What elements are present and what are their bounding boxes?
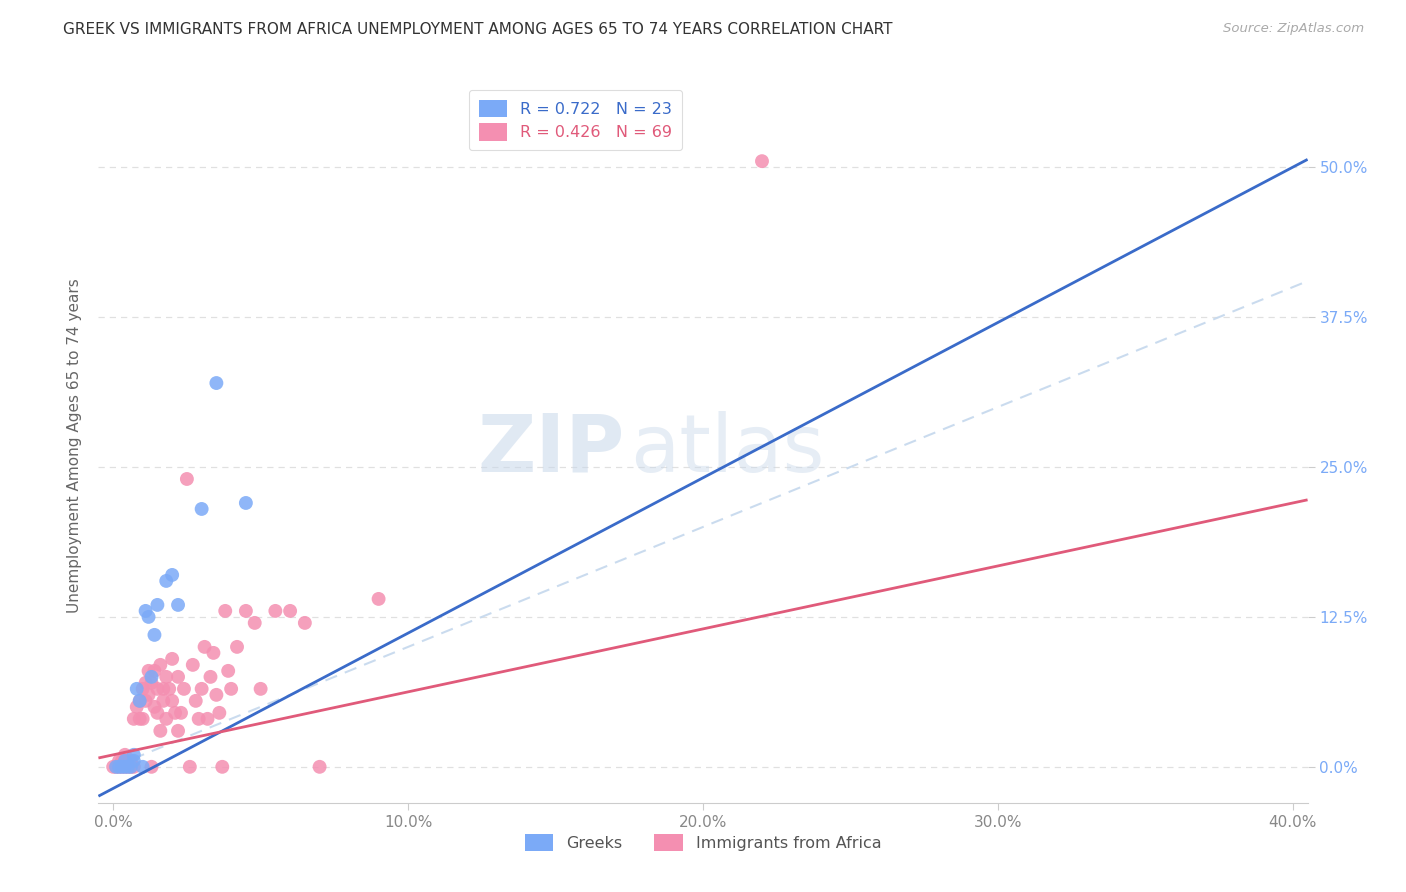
Point bbox=[226, 640, 249, 654]
Point bbox=[143, 628, 166, 642]
Point bbox=[184, 694, 207, 708]
Legend: Greeks, Immigrants from Africa: Greeks, Immigrants from Africa bbox=[516, 826, 890, 859]
Y-axis label: Unemployment Among Ages 65 to 74 years: Unemployment Among Ages 65 to 74 years bbox=[67, 278, 83, 614]
Point bbox=[131, 760, 153, 774]
Point bbox=[235, 496, 257, 510]
Point bbox=[173, 681, 195, 696]
Point bbox=[152, 681, 174, 696]
Point bbox=[194, 640, 217, 654]
Point bbox=[205, 688, 228, 702]
Point bbox=[108, 754, 131, 768]
Point bbox=[138, 610, 160, 624]
Point bbox=[111, 760, 134, 774]
Point bbox=[160, 694, 183, 708]
Point bbox=[155, 712, 177, 726]
Point bbox=[308, 760, 330, 774]
Point bbox=[122, 712, 145, 726]
Point bbox=[138, 688, 160, 702]
Point bbox=[141, 676, 163, 690]
Point bbox=[143, 664, 166, 678]
Text: GREEK VS IMMIGRANTS FROM AFRICA UNEMPLOYMENT AMONG AGES 65 TO 74 YEARS CORRELATI: GREEK VS IMMIGRANTS FROM AFRICA UNEMPLOY… bbox=[63, 22, 893, 37]
Text: atlas: atlas bbox=[630, 410, 825, 489]
Point bbox=[167, 670, 190, 684]
Point bbox=[179, 760, 201, 774]
Point bbox=[125, 699, 148, 714]
Point bbox=[114, 760, 136, 774]
Point bbox=[187, 712, 209, 726]
Point bbox=[120, 760, 142, 774]
Point bbox=[235, 604, 257, 618]
Point bbox=[160, 568, 183, 582]
Point bbox=[128, 694, 150, 708]
Text: Source: ZipAtlas.com: Source: ZipAtlas.com bbox=[1223, 22, 1364, 36]
Point bbox=[128, 712, 150, 726]
Point bbox=[114, 747, 136, 762]
Point bbox=[264, 604, 287, 618]
Point bbox=[294, 615, 316, 630]
Point bbox=[751, 154, 773, 169]
Point bbox=[101, 760, 124, 774]
Point bbox=[208, 706, 231, 720]
Point bbox=[108, 760, 131, 774]
Point bbox=[167, 723, 190, 738]
Point bbox=[200, 670, 222, 684]
Point bbox=[170, 706, 193, 720]
Point bbox=[111, 754, 134, 768]
Point bbox=[146, 598, 169, 612]
Point bbox=[138, 664, 160, 678]
Point bbox=[135, 676, 157, 690]
Point bbox=[217, 664, 239, 678]
Point bbox=[167, 598, 190, 612]
Point bbox=[105, 760, 128, 774]
Point bbox=[211, 760, 233, 774]
Point bbox=[219, 681, 242, 696]
Point bbox=[117, 760, 139, 774]
Point bbox=[243, 615, 266, 630]
Point bbox=[181, 657, 204, 672]
Point bbox=[190, 502, 212, 516]
Point bbox=[117, 760, 139, 774]
Point bbox=[202, 646, 225, 660]
Point bbox=[249, 681, 271, 696]
Point bbox=[149, 723, 172, 738]
Point bbox=[120, 760, 142, 774]
Point bbox=[105, 760, 128, 774]
Point bbox=[155, 670, 177, 684]
Point bbox=[197, 712, 219, 726]
Point bbox=[278, 604, 301, 618]
Point bbox=[111, 760, 134, 774]
Point bbox=[149, 657, 172, 672]
Point bbox=[155, 574, 177, 588]
Point bbox=[190, 681, 212, 696]
Point bbox=[367, 591, 389, 606]
Point bbox=[152, 694, 174, 708]
Point bbox=[135, 604, 157, 618]
Point bbox=[120, 754, 142, 768]
Point bbox=[125, 681, 148, 696]
Point bbox=[114, 754, 136, 768]
Text: ZIP: ZIP bbox=[477, 410, 624, 489]
Point bbox=[146, 706, 169, 720]
Point bbox=[141, 670, 163, 684]
Point bbox=[128, 694, 150, 708]
Point bbox=[141, 760, 163, 774]
Point bbox=[157, 681, 180, 696]
Point bbox=[205, 376, 228, 390]
Point bbox=[122, 747, 145, 762]
Point bbox=[122, 760, 145, 774]
Point bbox=[114, 760, 136, 774]
Point bbox=[165, 706, 187, 720]
Point bbox=[122, 754, 145, 768]
Point bbox=[131, 681, 153, 696]
Point bbox=[131, 712, 153, 726]
Point bbox=[135, 694, 157, 708]
Point bbox=[117, 754, 139, 768]
Point bbox=[214, 604, 236, 618]
Point bbox=[176, 472, 198, 486]
Point bbox=[143, 699, 166, 714]
Point bbox=[160, 652, 183, 666]
Point bbox=[146, 681, 169, 696]
Point bbox=[108, 760, 131, 774]
